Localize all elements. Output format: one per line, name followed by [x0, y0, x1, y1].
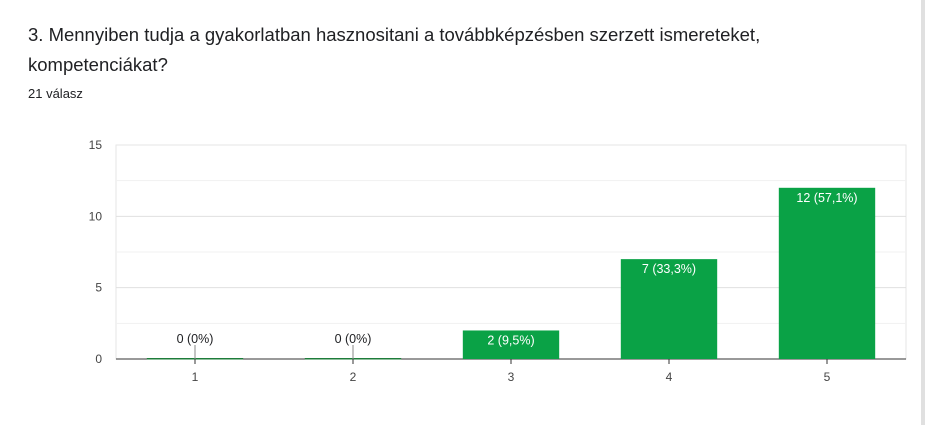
data-label: 0 (0%) [177, 332, 214, 346]
data-label: 0 (0%) [335, 332, 372, 346]
x-tick-label: 4 [666, 370, 673, 384]
response-count: 21 válasz [28, 86, 83, 101]
data-label: 7 (33,3%) [642, 262, 696, 276]
bar [620, 259, 718, 359]
x-tick-label: 1 [192, 370, 199, 384]
data-label: 12 (57,1%) [796, 191, 857, 205]
x-tick-label: 2 [350, 370, 357, 384]
y-tick-label: 5 [95, 281, 102, 295]
y-tick-label: 0 [95, 352, 102, 366]
y-tick-label: 10 [89, 209, 103, 223]
bar [462, 330, 560, 359]
y-tick-label: 15 [89, 138, 103, 152]
x-tick-label: 5 [824, 370, 831, 384]
card-edge [921, 0, 925, 425]
bar [778, 187, 876, 359]
x-tick-label: 3 [508, 370, 515, 384]
question-title: 3. Mennyiben tudja a gyakorlatban haszno… [28, 24, 761, 75]
data-label: 2 (9,5%) [487, 333, 534, 347]
